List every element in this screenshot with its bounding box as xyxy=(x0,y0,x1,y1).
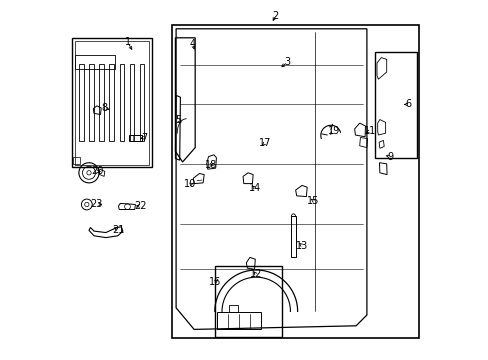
Text: 9: 9 xyxy=(386,152,392,162)
Text: 16: 16 xyxy=(209,276,221,287)
Bar xyxy=(79,64,84,141)
Text: 8: 8 xyxy=(102,103,108,113)
Text: 5: 5 xyxy=(174,114,181,125)
Bar xyxy=(229,305,238,312)
Text: 12: 12 xyxy=(249,269,262,279)
Bar xyxy=(75,55,115,69)
Bar xyxy=(99,64,104,141)
Bar xyxy=(128,135,142,141)
Bar xyxy=(109,64,114,141)
Text: 7: 7 xyxy=(142,132,147,143)
Bar xyxy=(215,266,281,337)
Bar xyxy=(89,64,94,141)
Bar xyxy=(374,52,416,158)
Bar xyxy=(139,64,144,141)
Text: 14: 14 xyxy=(248,183,260,193)
Text: 23: 23 xyxy=(91,199,103,210)
Text: 15: 15 xyxy=(307,196,319,206)
Text: 18: 18 xyxy=(204,160,216,170)
Text: 4: 4 xyxy=(189,39,195,49)
Text: 3: 3 xyxy=(284,57,290,67)
Text: 6: 6 xyxy=(404,99,410,109)
Bar xyxy=(75,41,149,165)
Bar xyxy=(72,38,152,167)
Text: 21: 21 xyxy=(112,225,124,235)
Text: 13: 13 xyxy=(295,240,307,251)
Text: 1: 1 xyxy=(124,37,131,48)
Text: 2: 2 xyxy=(272,11,278,21)
Text: 10: 10 xyxy=(184,179,196,189)
Text: 11: 11 xyxy=(363,126,375,136)
Bar xyxy=(119,64,124,141)
Text: 19: 19 xyxy=(327,126,339,136)
Text: 17: 17 xyxy=(258,138,270,148)
Text: 22: 22 xyxy=(134,201,147,211)
Bar xyxy=(129,64,134,141)
Bar xyxy=(217,312,260,329)
Bar xyxy=(172,25,418,338)
Bar xyxy=(73,157,80,164)
Text: 20: 20 xyxy=(91,166,103,176)
